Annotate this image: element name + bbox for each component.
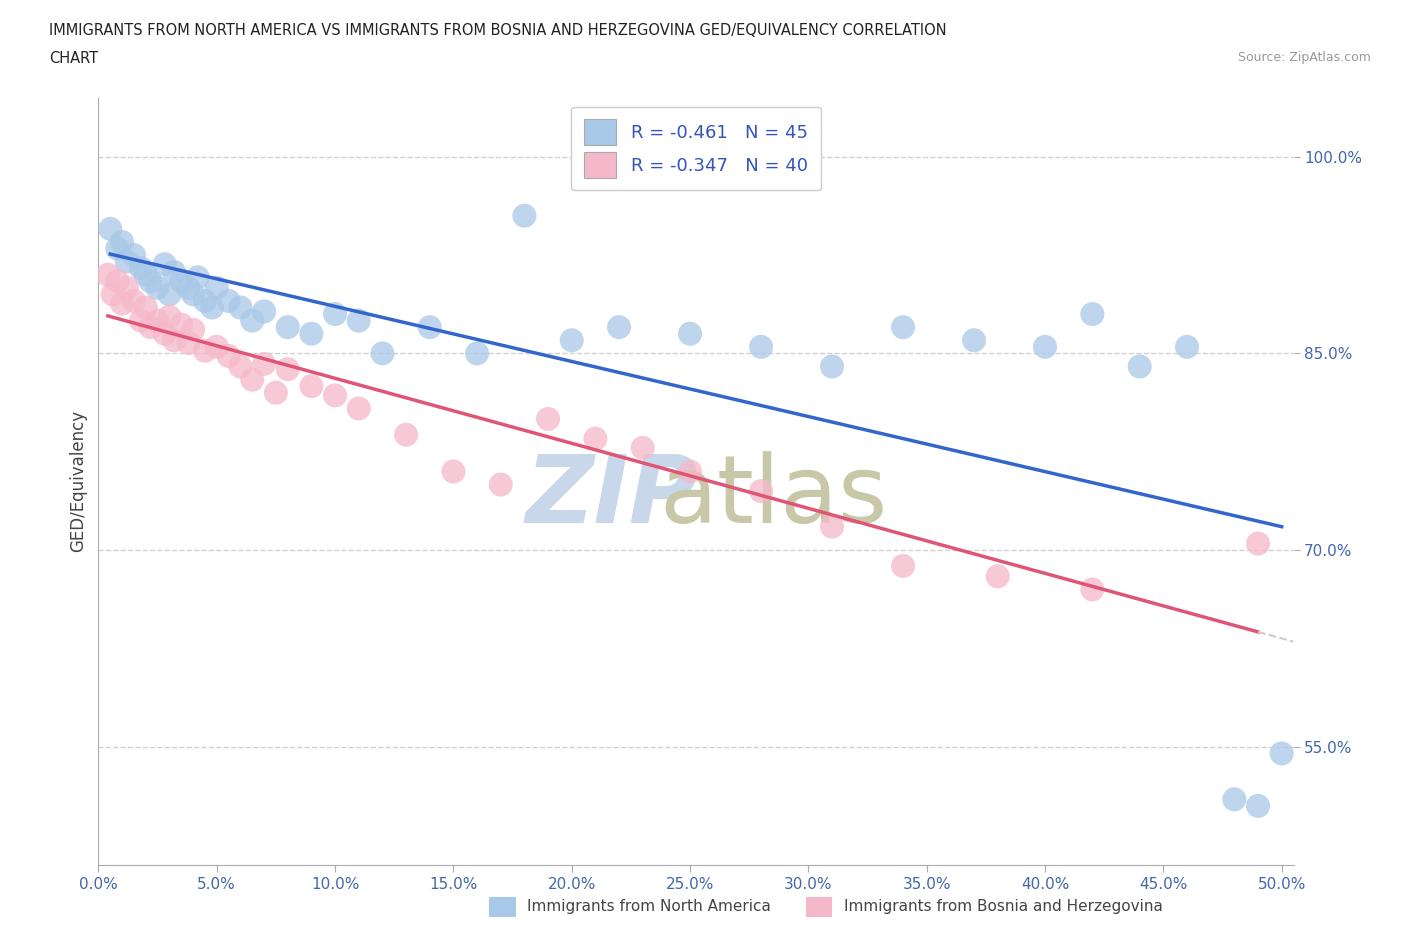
Point xyxy=(187,270,209,285)
Y-axis label: GED/Equivalency: GED/Equivalency xyxy=(69,410,87,552)
Text: CHART: CHART xyxy=(49,51,98,66)
Point xyxy=(1247,799,1270,814)
Point xyxy=(153,257,176,272)
Point xyxy=(465,346,488,361)
Point xyxy=(153,326,176,341)
Point xyxy=(987,569,1010,584)
Point xyxy=(177,336,200,351)
Point xyxy=(240,313,263,328)
Point xyxy=(105,241,128,256)
Point xyxy=(1081,307,1104,322)
Point xyxy=(115,254,138,269)
Point xyxy=(489,477,512,492)
Point xyxy=(679,326,702,341)
Point xyxy=(205,280,228,295)
Point xyxy=(105,273,128,288)
Point xyxy=(240,372,263,387)
Point xyxy=(98,221,121,236)
Legend: R = -0.461   N = 45, R = -0.347   N = 40: R = -0.461 N = 45, R = -0.347 N = 40 xyxy=(571,107,821,191)
Point xyxy=(122,294,145,309)
Point xyxy=(139,320,162,335)
Text: Source: ZipAtlas.com: Source: ZipAtlas.com xyxy=(1237,51,1371,64)
Point xyxy=(111,296,134,311)
Point xyxy=(181,287,204,302)
Point xyxy=(129,260,152,275)
Point xyxy=(177,280,200,295)
Point xyxy=(146,313,169,328)
Point xyxy=(537,412,560,427)
Point xyxy=(277,362,299,377)
Point xyxy=(1247,536,1270,551)
Point xyxy=(129,313,152,328)
Point xyxy=(277,320,299,335)
Point xyxy=(749,484,772,498)
Text: IMMIGRANTS FROM NORTH AMERICA VS IMMIGRANTS FROM BOSNIA AND HERZEGOVINA GED/EQUI: IMMIGRANTS FROM NORTH AMERICA VS IMMIGRA… xyxy=(49,23,946,38)
Point xyxy=(679,464,702,479)
Point xyxy=(513,208,536,223)
Point xyxy=(205,339,228,354)
Point xyxy=(229,359,252,374)
Point xyxy=(395,427,418,442)
Point xyxy=(323,307,346,322)
Point xyxy=(135,267,157,282)
Text: Immigrants from North America: Immigrants from North America xyxy=(527,899,770,914)
Point xyxy=(253,304,276,319)
Point xyxy=(264,385,287,400)
Point xyxy=(821,359,844,374)
Point xyxy=(1223,791,1246,806)
Point xyxy=(139,273,162,288)
Point xyxy=(101,287,124,302)
Point xyxy=(253,356,276,371)
Point xyxy=(181,323,204,338)
Point xyxy=(749,339,772,354)
Point xyxy=(157,310,180,325)
Point xyxy=(229,300,252,315)
Point xyxy=(419,320,441,335)
Point xyxy=(218,349,240,364)
Point xyxy=(891,558,914,573)
Point xyxy=(607,320,630,335)
Point xyxy=(115,280,138,295)
Point xyxy=(135,300,157,315)
Point xyxy=(194,343,217,358)
Point xyxy=(631,441,654,456)
Point xyxy=(441,464,464,479)
Point xyxy=(299,326,322,341)
Point xyxy=(1081,582,1104,597)
Point xyxy=(146,280,169,295)
Point xyxy=(218,294,240,309)
Point xyxy=(561,333,583,348)
Point xyxy=(347,401,370,416)
Point xyxy=(201,300,224,315)
Point xyxy=(1271,746,1294,761)
Point xyxy=(1129,359,1152,374)
Point xyxy=(1175,339,1198,354)
Point xyxy=(111,234,134,249)
Point xyxy=(194,294,217,309)
Text: atlas: atlas xyxy=(659,451,887,542)
Point xyxy=(122,247,145,262)
Point xyxy=(323,388,346,403)
Point xyxy=(347,313,370,328)
Point xyxy=(299,379,322,393)
Point xyxy=(371,346,394,361)
Point xyxy=(163,333,186,348)
Point xyxy=(891,320,914,335)
Point xyxy=(170,273,193,288)
Text: ZIP: ZIP xyxy=(526,451,699,542)
Point xyxy=(1033,339,1056,354)
Point xyxy=(163,265,186,280)
Point xyxy=(963,333,986,348)
Text: Immigrants from Bosnia and Herzegovina: Immigrants from Bosnia and Herzegovina xyxy=(844,899,1163,914)
Point xyxy=(583,432,606,446)
Point xyxy=(821,519,844,534)
Point xyxy=(97,267,120,282)
Point xyxy=(170,317,193,332)
Point xyxy=(157,287,180,302)
